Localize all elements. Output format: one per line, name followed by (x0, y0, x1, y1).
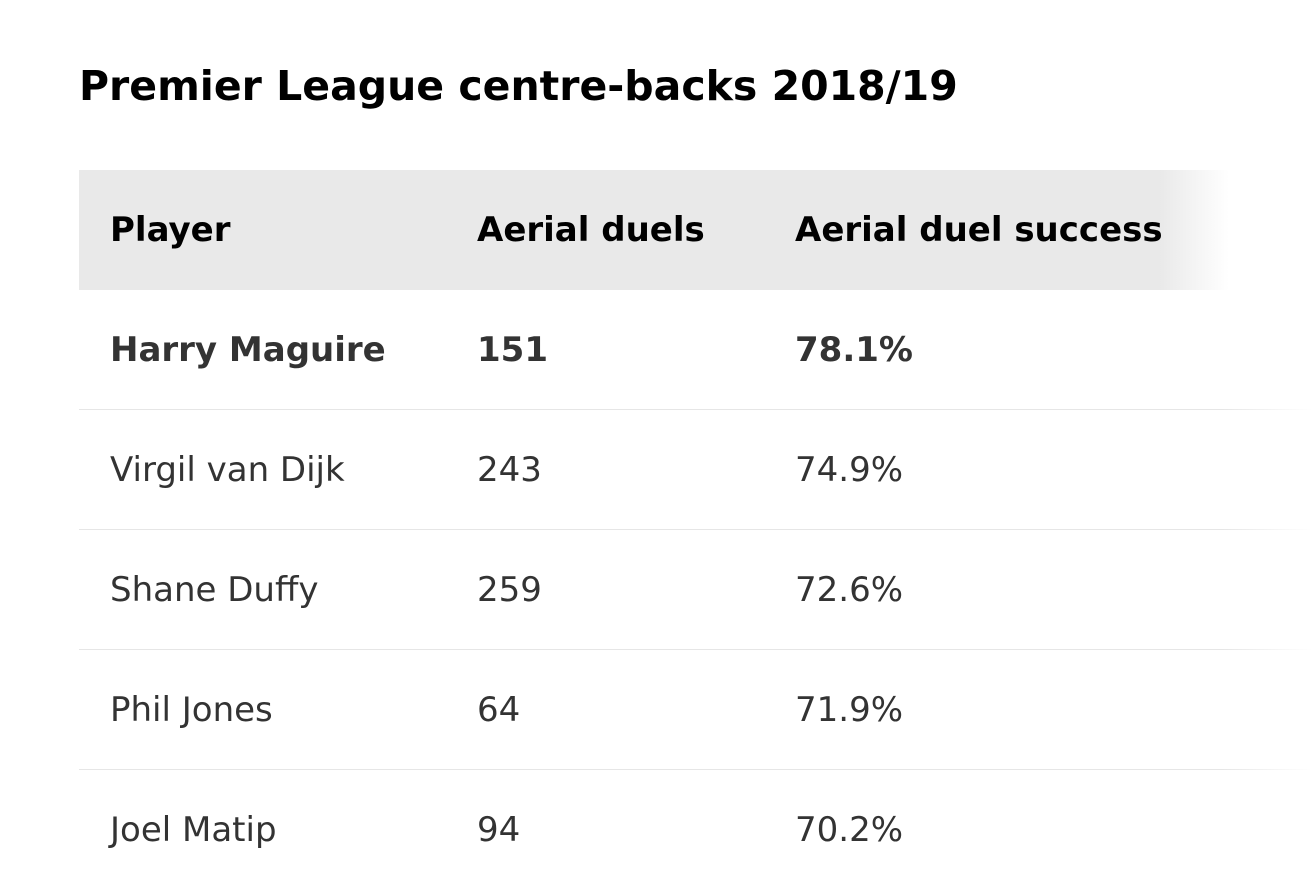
cell-player: Virgil van Dijk (110, 449, 345, 490)
cell-aerial-duels: 94 (477, 809, 521, 850)
table-header-row: Player Aerial duels Aerial duel success (79, 170, 1312, 290)
cell-aerial-duels: 64 (477, 689, 521, 730)
cell-player: Harry Maguire (110, 329, 386, 370)
header-aerial-duel-success: Aerial duel success (795, 210, 1163, 250)
cell-aerial-duel-success: 71.9% (795, 689, 904, 730)
cell-aerial-duels: 259 (477, 569, 542, 610)
table-title: Premier League centre-backs 2018/19 (79, 62, 958, 110)
cell-player: Shane Duffy (110, 569, 319, 610)
cell-aerial-duel-success: 74.9% (795, 449, 904, 490)
cell-player: Joel Matip (110, 809, 277, 850)
cell-aerial-duel-success: 72.6% (795, 569, 904, 610)
table-row: Shane Duffy 259 72.6% (79, 530, 1312, 650)
stats-table: Player Aerial duels Aerial duel success … (79, 170, 1312, 879)
table-row: Virgil van Dijk 243 74.9% (79, 410, 1312, 530)
header-player: Player (110, 210, 231, 250)
table-row: Harry Maguire 151 78.1% (79, 290, 1312, 410)
table-row: Phil Jones 64 71.9% (79, 650, 1312, 770)
cell-aerial-duels: 151 (477, 329, 548, 370)
cell-aerial-duel-success: 78.1% (795, 329, 913, 370)
table-row: Joel Matip 94 70.2% (79, 770, 1312, 879)
header-aerial-duels: Aerial duels (477, 210, 705, 250)
cell-aerial-duel-success: 70.2% (795, 809, 904, 850)
cell-aerial-duels: 243 (477, 449, 542, 490)
cell-player: Phil Jones (110, 689, 273, 730)
